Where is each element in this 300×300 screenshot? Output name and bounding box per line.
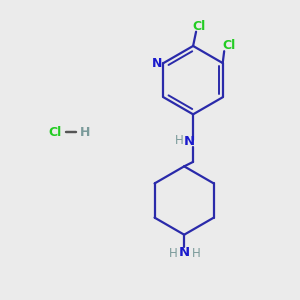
Text: Cl: Cl — [222, 39, 235, 52]
Text: Cl: Cl — [48, 126, 62, 139]
Text: N: N — [184, 135, 195, 148]
Text: H: H — [80, 126, 90, 139]
Text: H: H — [175, 134, 183, 147]
Text: N: N — [152, 57, 162, 70]
Text: N: N — [179, 246, 190, 259]
Text: H: H — [169, 247, 177, 260]
Text: Cl: Cl — [192, 20, 206, 33]
Text: H: H — [192, 247, 200, 260]
